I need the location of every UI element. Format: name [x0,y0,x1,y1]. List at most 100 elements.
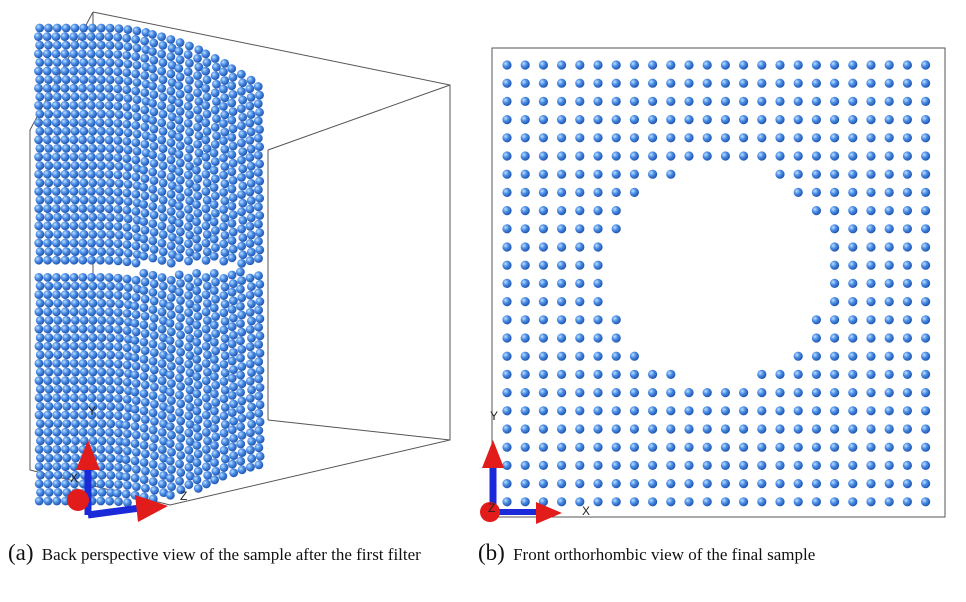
atom [123,378,132,387]
atom [739,388,748,397]
atom [157,50,166,59]
atom [812,315,821,324]
atom [219,205,228,214]
atom [539,115,548,124]
atom [192,407,201,416]
atom [123,429,132,438]
atom [69,204,78,213]
atom [44,24,53,33]
atom [630,388,639,397]
atom [630,79,639,88]
atom [237,242,246,251]
atom [247,420,256,429]
atom [176,73,185,82]
atom [44,178,53,187]
atom [35,110,44,119]
atom [236,405,245,414]
atom [921,297,930,306]
atom [739,406,748,415]
atom [115,351,124,360]
atom [211,381,220,390]
atom [757,60,766,69]
atom [176,313,185,322]
atom [96,170,105,179]
atom [612,443,621,452]
atom [114,342,123,351]
atom [105,153,114,162]
atom [247,403,256,412]
atom [123,498,132,507]
atom [557,170,566,179]
atom [246,428,255,437]
atom [593,206,602,215]
atom [630,352,639,361]
atom [775,461,784,470]
atom [157,136,166,145]
atom [175,167,184,176]
atom [140,355,149,364]
atom [666,406,675,415]
atom [502,79,511,88]
atom [246,377,255,386]
atom [87,67,96,76]
atom [43,170,52,179]
atom [229,348,238,357]
atom [175,236,184,245]
atom [739,443,748,452]
atom [236,336,245,345]
atom [62,402,71,411]
atom [159,127,168,136]
atom [175,270,184,279]
atom [184,274,193,283]
atom [201,84,210,93]
atom [721,479,730,488]
atom [71,385,80,394]
atom [255,125,264,134]
atom [830,170,839,179]
atom [53,350,62,359]
atom [237,225,246,234]
atom [124,94,133,103]
atom [866,242,875,251]
atom [237,207,246,216]
atom [96,393,105,402]
atom [159,41,168,50]
atom [630,497,639,506]
atom [194,432,203,441]
atom [218,472,227,481]
atom [140,71,149,80]
atom [149,477,158,486]
atom [593,297,602,306]
atom [106,144,115,153]
atom [87,187,96,196]
atom [221,437,230,446]
atom [174,64,183,73]
atom [148,150,157,159]
atom [132,259,141,268]
atom [52,118,61,127]
atom [557,279,566,288]
atom [246,325,255,334]
atom [167,293,176,302]
atom [115,231,124,240]
atom [175,408,184,417]
atom [131,370,140,379]
atom [78,170,87,179]
atom [78,256,87,265]
atom [612,115,621,124]
atom [211,209,220,218]
atom [36,196,45,205]
atom [210,389,219,398]
atom [739,497,748,506]
atom [575,406,584,415]
atom [34,67,43,76]
atom [193,106,202,115]
atom [521,315,530,324]
atom [62,333,71,342]
atom [246,274,255,283]
atom [53,213,62,222]
atom [36,402,45,411]
atom [52,153,61,162]
atoms [34,24,265,507]
atom [866,115,875,124]
